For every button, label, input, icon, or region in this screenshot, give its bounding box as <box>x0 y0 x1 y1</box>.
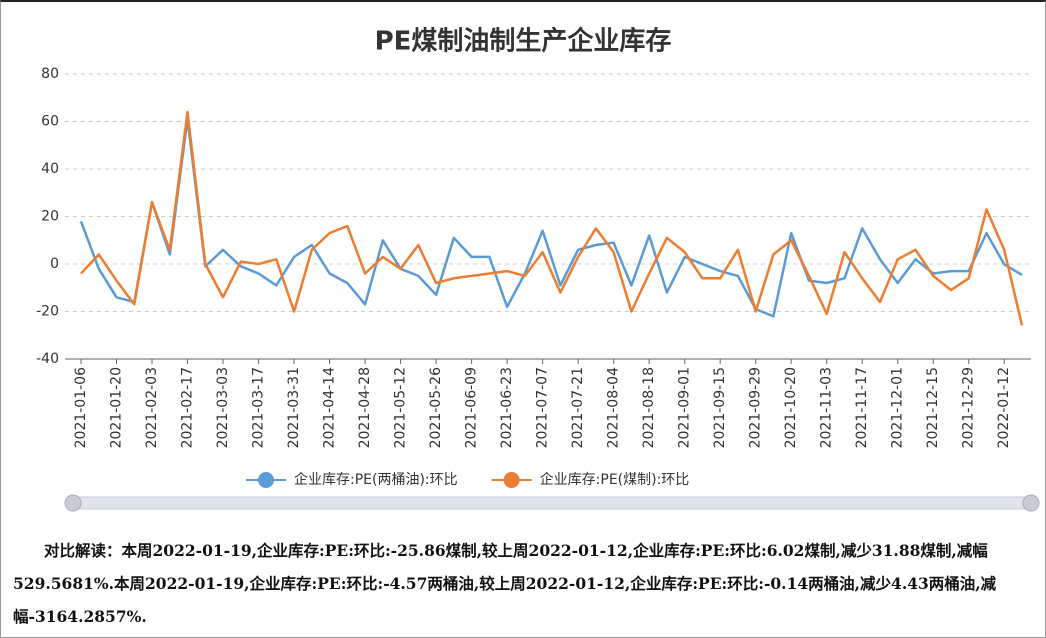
x-tick-label: 2021-06-23 <box>499 367 515 448</box>
x-tick-label: 2021-12-01 <box>890 367 906 448</box>
y-tick-label: -40 <box>36 351 59 367</box>
legend-item: 企业库存:PE(两桶油):环比 <box>246 471 458 488</box>
series-line <box>79 117 1023 318</box>
legend-symbol <box>258 472 274 488</box>
x-tick-label: 2021-03-03 <box>215 367 231 448</box>
x-tick-label: 2021-02-03 <box>144 367 160 448</box>
legend-label: 企业库存:PE(两桶油):环比 <box>294 471 458 488</box>
y-tick-label: 60 <box>41 114 59 130</box>
x-tick-label: 2021-08-18 <box>641 367 657 448</box>
analysis-text: 对比解读：本周2022-01-19,企业库存:PE:环比:-25.86煤制,较上… <box>13 541 997 626</box>
x-tick-label: 2021-01-20 <box>109 367 125 448</box>
x-tick-label: 2021-12-15 <box>925 367 941 448</box>
x-tick-label: 2021-09-29 <box>748 367 764 448</box>
zoom-handle <box>64 494 82 512</box>
chart: PE煤制油制生产企业库存 -40 -20 0 20 40 60 80 2021-01-06 20… <box>36 26 1040 512</box>
series-line <box>80 110 1024 326</box>
x-tick-label: 2021-01-06 <box>73 367 89 448</box>
x-tick-label: 2021-09-15 <box>712 367 728 448</box>
y-tick-label: -20 <box>36 304 59 320</box>
y-tick-label: 40 <box>41 161 59 177</box>
x-tick-label: 2021-11-03 <box>819 367 835 448</box>
legend-item: 企业库存:PE(煤制):环比 <box>491 471 690 488</box>
x-tick-label: 2022-01-12 <box>996 367 1012 448</box>
x-tick-label: 2021-03-31 <box>286 367 302 448</box>
x-tick-label: 2021-07-21 <box>570 367 586 448</box>
x-tick-label: 2021-07-07 <box>535 367 551 448</box>
x-tick-label: 2021-03-17 <box>251 367 267 448</box>
x-tick-label: 2021-05-12 <box>393 367 409 448</box>
x-tick-label: 2021-04-14 <box>322 367 338 448</box>
x-tick-label: 2021-08-04 <box>606 367 622 448</box>
zoom-track <box>72 496 1032 510</box>
x-tick-label: 2021-02-17 <box>180 367 196 448</box>
x-tick-label: 2021-06-09 <box>464 367 480 448</box>
y-tick-label: 20 <box>41 209 59 225</box>
x-tick-label: 2021-10-20 <box>783 367 799 448</box>
x-tick-label: 2021-04-28 <box>357 367 373 448</box>
zoom-handle <box>1022 494 1040 512</box>
y-tick-label: 80 <box>41 66 59 82</box>
legend-label: 企业库存:PE(煤制):环比 <box>540 471 690 488</box>
x-tick-label: 2021-05-26 <box>428 367 444 448</box>
legend-symbol <box>503 472 520 488</box>
y-tick-label: 0 <box>50 256 59 272</box>
x-tick-label: 2021-11-17 <box>854 367 870 448</box>
x-tick-label: 2021-09-01 <box>677 367 693 448</box>
x-tick-label: 2021-12-29 <box>961 367 977 448</box>
chart-title: PE煤制油制生产企业库存 <box>375 26 672 57</box>
